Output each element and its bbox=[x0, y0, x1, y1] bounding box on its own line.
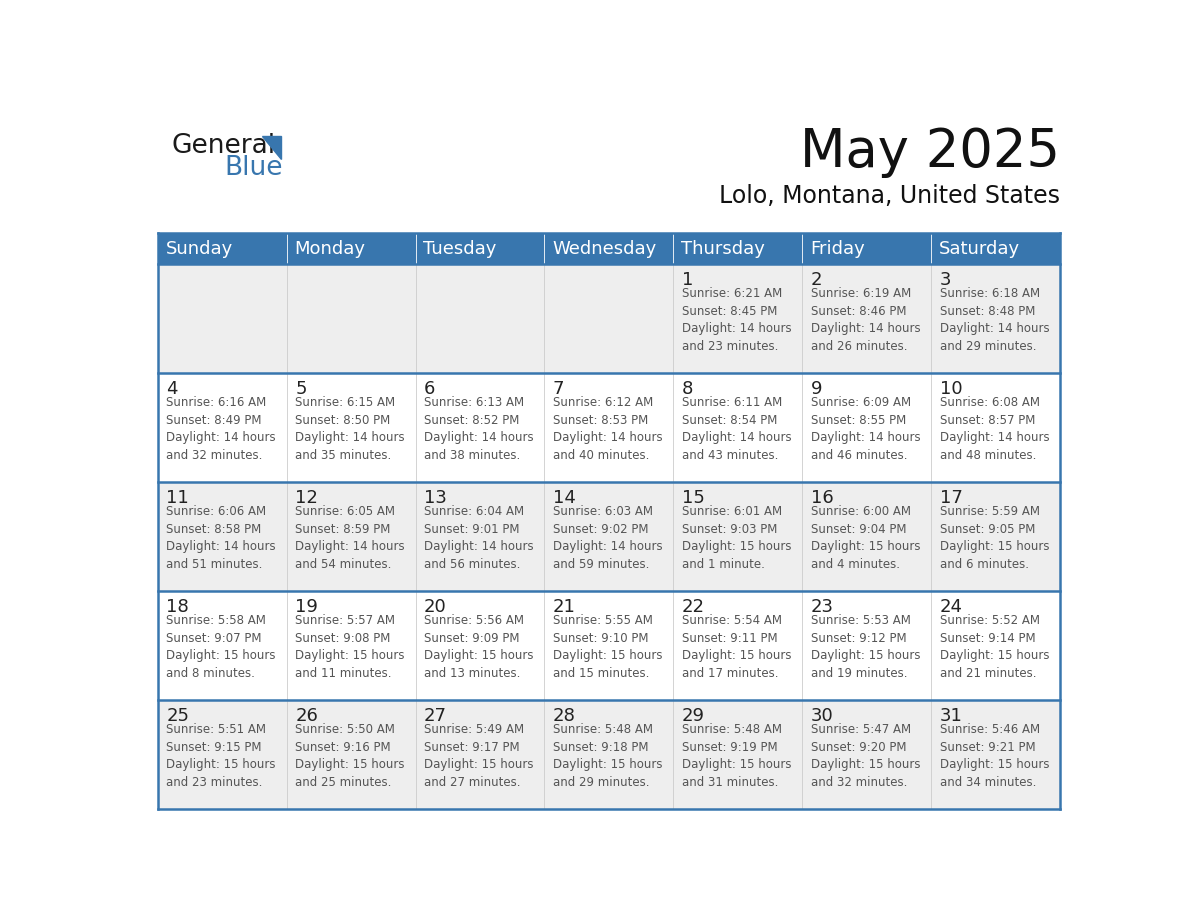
Text: Sunrise: 5:54 AM
Sunset: 9:11 PM
Daylight: 15 hours
and 17 minutes.: Sunrise: 5:54 AM Sunset: 9:11 PM Dayligh… bbox=[682, 614, 791, 680]
Text: Sunrise: 6:13 AM
Sunset: 8:52 PM
Daylight: 14 hours
and 38 minutes.: Sunrise: 6:13 AM Sunset: 8:52 PM Dayligh… bbox=[424, 397, 533, 462]
Text: 21: 21 bbox=[552, 599, 576, 616]
Text: General: General bbox=[172, 133, 276, 159]
Text: 30: 30 bbox=[810, 707, 834, 725]
Text: 19: 19 bbox=[295, 599, 318, 616]
Text: Sunrise: 6:12 AM
Sunset: 8:53 PM
Daylight: 14 hours
and 40 minutes.: Sunrise: 6:12 AM Sunset: 8:53 PM Dayligh… bbox=[552, 397, 663, 462]
Text: 5: 5 bbox=[295, 380, 307, 398]
Bar bbox=[158, 482, 1060, 591]
Text: Sunrise: 6:19 AM
Sunset: 8:46 PM
Daylight: 14 hours
and 26 minutes.: Sunrise: 6:19 AM Sunset: 8:46 PM Dayligh… bbox=[810, 287, 921, 353]
Text: Sunrise: 6:18 AM
Sunset: 8:48 PM
Daylight: 14 hours
and 29 minutes.: Sunrise: 6:18 AM Sunset: 8:48 PM Dayligh… bbox=[940, 287, 1049, 353]
Text: 1: 1 bbox=[682, 271, 693, 289]
Text: 6: 6 bbox=[424, 380, 436, 398]
Text: Monday: Monday bbox=[295, 240, 366, 258]
Text: Sunrise: 6:09 AM
Sunset: 8:55 PM
Daylight: 14 hours
and 46 minutes.: Sunrise: 6:09 AM Sunset: 8:55 PM Dayligh… bbox=[810, 397, 921, 462]
Text: Sunrise: 5:59 AM
Sunset: 9:05 PM
Daylight: 15 hours
and 6 minutes.: Sunrise: 5:59 AM Sunset: 9:05 PM Dayligh… bbox=[940, 505, 1049, 571]
Text: 9: 9 bbox=[810, 380, 822, 398]
Text: 2: 2 bbox=[810, 271, 822, 289]
Text: Sunrise: 6:06 AM
Sunset: 8:58 PM
Daylight: 14 hours
and 51 minutes.: Sunrise: 6:06 AM Sunset: 8:58 PM Dayligh… bbox=[166, 505, 276, 571]
Text: 14: 14 bbox=[552, 489, 576, 507]
Text: 17: 17 bbox=[940, 489, 962, 507]
Bar bbox=[416, 233, 544, 264]
Text: Sunday: Sunday bbox=[165, 240, 233, 258]
Text: 11: 11 bbox=[166, 489, 189, 507]
Text: 31: 31 bbox=[940, 707, 962, 725]
Text: Sunrise: 6:21 AM
Sunset: 8:45 PM
Daylight: 14 hours
and 23 minutes.: Sunrise: 6:21 AM Sunset: 8:45 PM Dayligh… bbox=[682, 287, 791, 353]
Text: 7: 7 bbox=[552, 380, 564, 398]
Text: Sunrise: 5:53 AM
Sunset: 9:12 PM
Daylight: 15 hours
and 19 minutes.: Sunrise: 5:53 AM Sunset: 9:12 PM Dayligh… bbox=[810, 614, 921, 680]
Text: 29: 29 bbox=[682, 707, 704, 725]
Bar bbox=[158, 264, 1060, 374]
Text: Sunrise: 5:47 AM
Sunset: 9:20 PM
Daylight: 15 hours
and 32 minutes.: Sunrise: 5:47 AM Sunset: 9:20 PM Dayligh… bbox=[810, 723, 921, 789]
Text: Sunrise: 5:52 AM
Sunset: 9:14 PM
Daylight: 15 hours
and 21 minutes.: Sunrise: 5:52 AM Sunset: 9:14 PM Dayligh… bbox=[940, 614, 1049, 680]
Text: 27: 27 bbox=[424, 707, 447, 725]
Text: 8: 8 bbox=[682, 380, 693, 398]
Text: Sunrise: 6:15 AM
Sunset: 8:50 PM
Daylight: 14 hours
and 35 minutes.: Sunrise: 6:15 AM Sunset: 8:50 PM Dayligh… bbox=[295, 397, 405, 462]
Bar bbox=[674, 233, 802, 264]
Text: Blue: Blue bbox=[225, 155, 283, 181]
Text: 25: 25 bbox=[166, 707, 189, 725]
Text: 24: 24 bbox=[940, 599, 962, 616]
Bar bbox=[931, 233, 1060, 264]
Text: Sunrise: 5:56 AM
Sunset: 9:09 PM
Daylight: 15 hours
and 13 minutes.: Sunrise: 5:56 AM Sunset: 9:09 PM Dayligh… bbox=[424, 614, 533, 680]
Text: Sunrise: 5:55 AM
Sunset: 9:10 PM
Daylight: 15 hours
and 15 minutes.: Sunrise: 5:55 AM Sunset: 9:10 PM Dayligh… bbox=[552, 614, 663, 680]
Text: Sunrise: 5:58 AM
Sunset: 9:07 PM
Daylight: 15 hours
and 8 minutes.: Sunrise: 5:58 AM Sunset: 9:07 PM Dayligh… bbox=[166, 614, 276, 680]
Text: 3: 3 bbox=[940, 271, 952, 289]
Text: Friday: Friday bbox=[810, 240, 865, 258]
Text: Sunrise: 6:01 AM
Sunset: 9:03 PM
Daylight: 15 hours
and 1 minute.: Sunrise: 6:01 AM Sunset: 9:03 PM Dayligh… bbox=[682, 505, 791, 571]
Text: Sunrise: 6:03 AM
Sunset: 9:02 PM
Daylight: 14 hours
and 59 minutes.: Sunrise: 6:03 AM Sunset: 9:02 PM Dayligh… bbox=[552, 505, 663, 571]
Text: Sunrise: 5:49 AM
Sunset: 9:17 PM
Daylight: 15 hours
and 27 minutes.: Sunrise: 5:49 AM Sunset: 9:17 PM Dayligh… bbox=[424, 723, 533, 789]
Text: 22: 22 bbox=[682, 599, 704, 616]
Bar bbox=[544, 233, 674, 264]
Text: Saturday: Saturday bbox=[939, 240, 1019, 258]
Text: Sunrise: 5:48 AM
Sunset: 9:19 PM
Daylight: 15 hours
and 31 minutes.: Sunrise: 5:48 AM Sunset: 9:19 PM Dayligh… bbox=[682, 723, 791, 789]
Text: Sunrise: 6:04 AM
Sunset: 9:01 PM
Daylight: 14 hours
and 56 minutes.: Sunrise: 6:04 AM Sunset: 9:01 PM Dayligh… bbox=[424, 505, 533, 571]
Text: Sunrise: 6:11 AM
Sunset: 8:54 PM
Daylight: 14 hours
and 43 minutes.: Sunrise: 6:11 AM Sunset: 8:54 PM Dayligh… bbox=[682, 397, 791, 462]
Bar bbox=[158, 591, 1060, 700]
Text: 18: 18 bbox=[166, 599, 189, 616]
Bar bbox=[158, 374, 1060, 482]
Text: 23: 23 bbox=[810, 599, 834, 616]
Text: 13: 13 bbox=[424, 489, 447, 507]
Bar bbox=[158, 233, 286, 264]
Bar bbox=[158, 700, 1060, 810]
Text: Lolo, Montana, United States: Lolo, Montana, United States bbox=[719, 185, 1060, 208]
Text: Sunrise: 5:51 AM
Sunset: 9:15 PM
Daylight: 15 hours
and 23 minutes.: Sunrise: 5:51 AM Sunset: 9:15 PM Dayligh… bbox=[166, 723, 276, 789]
Text: Tuesday: Tuesday bbox=[423, 240, 497, 258]
Text: 15: 15 bbox=[682, 489, 704, 507]
Text: 12: 12 bbox=[295, 489, 318, 507]
Text: Sunrise: 5:50 AM
Sunset: 9:16 PM
Daylight: 15 hours
and 25 minutes.: Sunrise: 5:50 AM Sunset: 9:16 PM Dayligh… bbox=[295, 723, 405, 789]
Bar bbox=[286, 233, 416, 264]
Text: Sunrise: 6:16 AM
Sunset: 8:49 PM
Daylight: 14 hours
and 32 minutes.: Sunrise: 6:16 AM Sunset: 8:49 PM Dayligh… bbox=[166, 397, 276, 462]
Text: Thursday: Thursday bbox=[681, 240, 765, 258]
Text: 26: 26 bbox=[295, 707, 318, 725]
Text: Sunrise: 5:48 AM
Sunset: 9:18 PM
Daylight: 15 hours
and 29 minutes.: Sunrise: 5:48 AM Sunset: 9:18 PM Dayligh… bbox=[552, 723, 663, 789]
Polygon shape bbox=[261, 137, 282, 160]
Text: Sunrise: 6:05 AM
Sunset: 8:59 PM
Daylight: 14 hours
and 54 minutes.: Sunrise: 6:05 AM Sunset: 8:59 PM Dayligh… bbox=[295, 505, 405, 571]
Text: Sunrise: 5:57 AM
Sunset: 9:08 PM
Daylight: 15 hours
and 11 minutes.: Sunrise: 5:57 AM Sunset: 9:08 PM Dayligh… bbox=[295, 614, 405, 680]
Text: May 2025: May 2025 bbox=[800, 126, 1060, 177]
Text: 16: 16 bbox=[810, 489, 834, 507]
Text: Sunrise: 6:08 AM
Sunset: 8:57 PM
Daylight: 14 hours
and 48 minutes.: Sunrise: 6:08 AM Sunset: 8:57 PM Dayligh… bbox=[940, 397, 1049, 462]
Text: 4: 4 bbox=[166, 380, 178, 398]
Text: Wednesday: Wednesday bbox=[552, 240, 657, 258]
Text: 28: 28 bbox=[552, 707, 576, 725]
Bar bbox=[802, 233, 931, 264]
Text: Sunrise: 5:46 AM
Sunset: 9:21 PM
Daylight: 15 hours
and 34 minutes.: Sunrise: 5:46 AM Sunset: 9:21 PM Dayligh… bbox=[940, 723, 1049, 789]
Text: Sunrise: 6:00 AM
Sunset: 9:04 PM
Daylight: 15 hours
and 4 minutes.: Sunrise: 6:00 AM Sunset: 9:04 PM Dayligh… bbox=[810, 505, 921, 571]
Text: 20: 20 bbox=[424, 599, 447, 616]
Text: 10: 10 bbox=[940, 380, 962, 398]
